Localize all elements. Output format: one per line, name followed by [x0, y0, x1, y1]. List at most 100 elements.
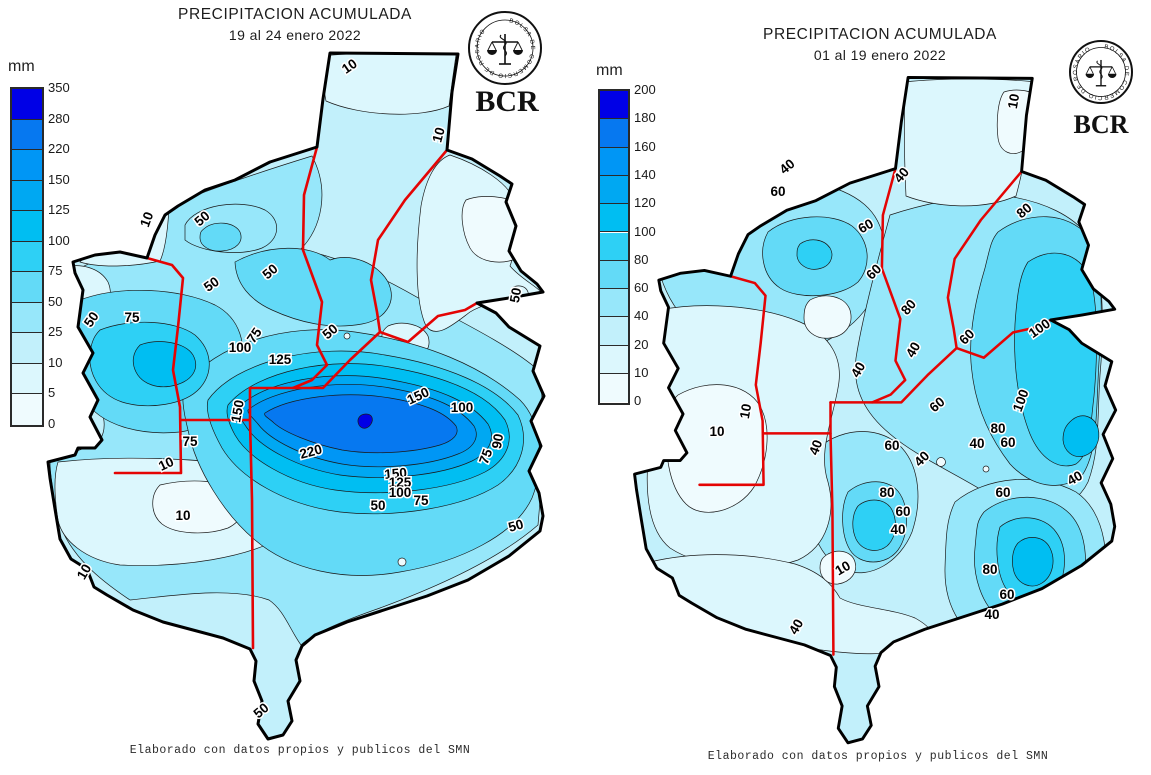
contour-label: 10 — [737, 403, 754, 420]
legend-swatch — [600, 175, 628, 205]
legend-tick-label: 75 — [48, 263, 63, 278]
legend-swatch — [12, 180, 42, 211]
contour-label: 75 — [413, 493, 429, 508]
legend-swatch — [12, 150, 42, 181]
bcr-logo-right: BOLSA DE COMERCIO DE ROSARIO BCR — [1069, 40, 1133, 139]
contour-label: 60 — [995, 485, 1010, 500]
legend-swatch — [600, 147, 628, 176]
contour-label: 60 — [1000, 435, 1015, 450]
legend-swatch — [12, 211, 42, 242]
legend-swatch — [12, 363, 42, 394]
legend-tick-label: 50 — [48, 293, 63, 309]
contour-label: 40 — [890, 522, 905, 537]
left-legend-colorbar — [10, 87, 44, 427]
right-footer-credit: Elaborado con datos propios y publicos d… — [707, 750, 1049, 763]
legend-tick-label: 10 — [48, 354, 63, 370]
contour-label: 75 — [182, 434, 198, 449]
legend-tick-label: 180 — [634, 110, 656, 126]
contour-label: 50 — [507, 516, 525, 534]
contour-label: 125 — [389, 475, 412, 490]
legend-tick-label: 25 — [48, 324, 63, 339]
left-footer-credit: Elaborado con datos propios y publicos d… — [129, 744, 471, 757]
contour-label: 10 — [137, 210, 156, 229]
legend-tick-label: 5 — [48, 385, 56, 400]
contour-label: 80 — [990, 421, 1005, 436]
contour-label: 10 — [429, 126, 447, 144]
contour-label: 150 — [228, 399, 247, 424]
legend-tick-label: 20 — [634, 336, 649, 352]
scales-caduceus-icon — [486, 33, 524, 65]
legend-tick-label: 0 — [634, 393, 642, 409]
legend-swatch — [600, 317, 628, 346]
legend-swatch — [600, 260, 628, 290]
left-title-text: PRECIPITACION ACUMULADA — [178, 6, 412, 23]
legend-tick-label: 10 — [634, 365, 649, 380]
contour-label: 75 — [124, 310, 140, 325]
right-map-contour-fills — [634, 77, 1116, 743]
legend-tick-label: 160 — [634, 138, 656, 154]
legend-swatch — [600, 345, 628, 374]
right-title-text: PRECIPITACION ACUMULADA — [763, 26, 997, 43]
right-title-daterange: 01 al 19 enero 2022 — [813, 47, 947, 63]
contour-label: 60 — [770, 184, 785, 199]
legend-tick-label: 350 — [48, 80, 70, 95]
contour-label: 75 — [476, 446, 495, 466]
legend-tick-label: 280 — [48, 110, 70, 126]
legend-tick-label: 0 — [48, 415, 56, 431]
legend-swatch — [600, 232, 628, 261]
right-legend-unit: mm — [596, 62, 623, 79]
legend-swatch — [600, 119, 628, 148]
contour-label: 60 — [884, 438, 899, 453]
legend-swatch — [600, 374, 628, 403]
contour-label: 220 — [298, 441, 324, 461]
contour-label: 60 — [999, 587, 1014, 602]
contour-label: 125 — [269, 352, 292, 367]
legend-swatch — [12, 333, 42, 364]
left-legend-unit: mm — [8, 58, 35, 75]
legend-swatch — [12, 272, 42, 303]
legend-tick-label: 140 — [634, 166, 656, 182]
right-map-title: PRECIPITACION ACUMULADA 01 al 19 enero 2… — [700, 26, 1060, 63]
legend-tick-label: 40 — [634, 308, 649, 324]
scales-caduceus-icon — [1084, 59, 1118, 87]
bcr-wordmark-left: BCR — [475, 85, 539, 118]
contour-label: 80 — [982, 562, 997, 577]
legend-tick-label: 220 — [48, 141, 70, 156]
contour-label: 10 — [175, 508, 190, 523]
legend-tick-label: 120 — [634, 195, 656, 211]
bcr-wordmark-right: BCR — [1074, 110, 1129, 139]
legend-swatch — [12, 119, 42, 150]
legend-swatch — [600, 204, 628, 233]
contour-label: 50 — [507, 287, 524, 304]
legend-tick-label: 100 — [48, 232, 70, 248]
contour-label: 50 — [370, 498, 385, 513]
contour-label: 10 — [1005, 93, 1022, 110]
contour-label: 60 — [895, 504, 910, 519]
right-legend-colorbar — [598, 89, 630, 405]
legend-tick-label: 200 — [634, 82, 656, 97]
contour-label: 90 — [489, 433, 506, 450]
legend-swatch — [12, 394, 42, 425]
legend-tick-label: 60 — [634, 280, 649, 296]
contour-label: 150 — [384, 465, 408, 482]
legend-swatch — [600, 91, 628, 120]
contour-label: 40 — [777, 156, 798, 177]
contour-label: 100 — [229, 340, 252, 355]
left-map-contour-fills — [48, 53, 544, 739]
legend-tick-label: 125 — [48, 202, 70, 217]
contour-label: 100 — [451, 400, 474, 415]
left-title-daterange: 19 al 24 enero 2022 — [228, 27, 362, 43]
legend-swatch — [600, 289, 628, 318]
contour-label: 40 — [969, 436, 984, 451]
legend-tick-label: 150 — [48, 171, 70, 187]
contour-label: 40 — [984, 607, 999, 622]
legend-tick-label: 80 — [634, 251, 649, 267]
legend-swatch — [12, 302, 42, 333]
legend-swatch — [12, 89, 42, 120]
legend-swatch — [12, 241, 42, 272]
contour-label: 10 — [709, 424, 724, 439]
